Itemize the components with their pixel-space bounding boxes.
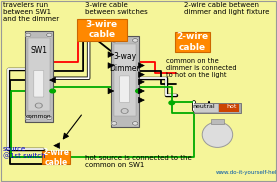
Circle shape — [136, 89, 141, 93]
Text: neutral: neutral — [192, 104, 215, 109]
Text: SW1: SW1 — [30, 46, 47, 56]
FancyBboxPatch shape — [77, 19, 127, 41]
Text: travelers run
between SW1
and the dimmer: travelers run between SW1 and the dimmer — [3, 2, 59, 22]
Circle shape — [25, 116, 31, 120]
Circle shape — [111, 122, 117, 125]
FancyBboxPatch shape — [34, 70, 44, 97]
Text: Dimmer: Dimmer — [109, 64, 140, 73]
Text: 3-wire
cable: 3-wire cable — [86, 20, 118, 39]
Circle shape — [132, 122, 138, 125]
FancyBboxPatch shape — [28, 38, 50, 111]
Text: 3-way: 3-way — [113, 52, 136, 61]
Circle shape — [25, 33, 31, 37]
Text: www.do-it-yourself-help.com: www.do-it-yourself-help.com — [216, 170, 277, 175]
FancyBboxPatch shape — [120, 76, 130, 102]
Text: 2-wire cable between
dimmer and light fixture: 2-wire cable between dimmer and light fi… — [184, 2, 270, 15]
FancyBboxPatch shape — [194, 104, 218, 112]
Text: 3-wire cable
between switches: 3-wire cable between switches — [85, 2, 148, 15]
Circle shape — [35, 103, 42, 108]
Circle shape — [111, 39, 117, 42]
Circle shape — [50, 89, 55, 93]
FancyBboxPatch shape — [111, 36, 138, 127]
Text: common: common — [26, 114, 52, 119]
FancyBboxPatch shape — [219, 104, 240, 112]
Text: 2-wire
cable: 2-wire cable — [43, 148, 70, 167]
FancyBboxPatch shape — [175, 32, 210, 52]
Circle shape — [169, 101, 175, 105]
Text: source
@1st switch: source @1st switch — [3, 146, 45, 159]
Circle shape — [132, 39, 138, 42]
Text: common on the
dimmer is connected
to hot on the light: common on the dimmer is connected to hot… — [166, 58, 237, 78]
FancyBboxPatch shape — [114, 44, 136, 116]
Text: 2-wire
cable: 2-wire cable — [176, 32, 209, 52]
Circle shape — [121, 109, 128, 113]
FancyBboxPatch shape — [25, 31, 53, 122]
Circle shape — [122, 110, 127, 112]
Circle shape — [47, 116, 52, 120]
Circle shape — [47, 33, 52, 37]
Circle shape — [37, 104, 41, 107]
FancyBboxPatch shape — [211, 119, 224, 124]
FancyBboxPatch shape — [42, 151, 70, 164]
FancyBboxPatch shape — [194, 103, 241, 113]
Text: hot: hot — [226, 104, 237, 109]
Text: hot source is connected to the
common on SW1: hot source is connected to the common on… — [85, 155, 192, 168]
Ellipse shape — [202, 122, 233, 147]
